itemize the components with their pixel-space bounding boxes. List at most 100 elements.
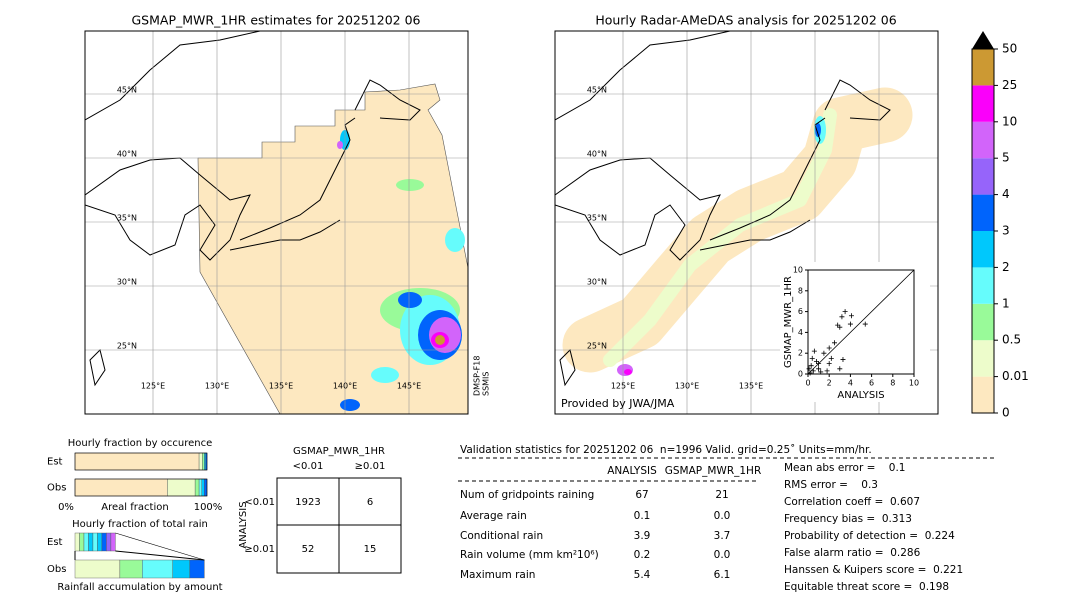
fraction-segment	[202, 452, 205, 471]
fraction-segment	[106, 532, 112, 552]
colorbar-label: 0.01	[1002, 369, 1029, 383]
row-label: Obs	[47, 483, 66, 494]
fraction-segment	[119, 559, 143, 579]
colorbar-segment	[972, 231, 994, 268]
lat-label: 45°N	[117, 86, 137, 95]
colorbar-segment	[972, 121, 994, 159]
axis-label: 0%	[58, 502, 74, 513]
point	[842, 309, 848, 315]
row-label: Est	[47, 537, 63, 548]
stat-name: Num of gridpoints raining	[460, 489, 594, 501]
score: Frequency bias = 0.313	[784, 513, 912, 525]
colorbar-extend	[972, 31, 994, 49]
point	[810, 368, 816, 374]
colorbar-label: 3	[1002, 224, 1010, 238]
stat-value: 0.0	[714, 549, 731, 561]
lat-label: 45°N	[587, 86, 607, 95]
table-title: GSMAP_MWR_1HR	[293, 446, 385, 457]
point	[813, 359, 819, 365]
fraction-segment	[79, 532, 85, 552]
colorbar-segment	[972, 340, 994, 377]
y-tick-label: 2	[798, 349, 803, 358]
colorbar-segment	[972, 85, 994, 122]
colorbar-label: 25	[1002, 78, 1017, 92]
fraction-segment	[83, 532, 89, 552]
stat-name: Maximum rain	[460, 569, 535, 581]
fraction-segment	[74, 452, 200, 471]
y-tick-label: 6	[798, 307, 803, 316]
map-title: Hourly Radar-AMeDAS analysis for 2025120…	[595, 13, 896, 28]
lat-label: 40°N	[587, 150, 607, 159]
stat-value: 0.2	[634, 549, 651, 561]
chart-title: Hourly fraction of total rain	[72, 519, 208, 530]
x-tick-label: 0	[805, 379, 810, 388]
stat-value: 6.1	[714, 569, 731, 581]
point	[862, 321, 868, 327]
lon-label: 130°E	[205, 382, 229, 391]
colorbar-segment	[972, 194, 994, 231]
lat-label: 25°N	[117, 342, 137, 351]
row-header: <0.01	[244, 497, 275, 508]
fraction-segment	[88, 532, 94, 552]
fraction-segment	[74, 532, 80, 552]
colorbar-label: 0	[1002, 406, 1010, 420]
bar-frame	[74, 452, 208, 471]
stats-header: Validation statistics for 20251202 06 n=…	[460, 444, 872, 456]
colorbar-segment	[972, 376, 994, 413]
point	[821, 350, 827, 356]
row-label: Obs	[47, 564, 66, 575]
score: RMS error = 0.3	[784, 479, 878, 491]
lat-label: 25°N	[587, 342, 607, 351]
fraction-segment	[198, 452, 203, 471]
bar-frame	[74, 478, 208, 497]
table-cell: 52	[302, 544, 315, 555]
point	[816, 366, 822, 372]
fraction-segment	[97, 532, 103, 552]
stat-value: 67	[635, 489, 648, 501]
fraction-segment	[74, 559, 121, 579]
colorbar-label: 50	[1002, 42, 1017, 56]
point	[835, 322, 841, 328]
point	[847, 321, 853, 327]
axis-label: Areal fraction	[101, 502, 168, 513]
fraction-segment	[194, 478, 200, 497]
map-title: GSMAP_MWR_1HR estimates for 20251202 06	[132, 13, 421, 28]
axis-label: 100%	[194, 502, 223, 513]
axis-label: Rainfall accumulation by amount	[57, 582, 222, 593]
credit: Provided by JWA/JMA	[561, 397, 675, 410]
lon-label: 125°E	[141, 382, 165, 391]
score: Probability of detection = 0.224	[784, 530, 955, 542]
fraction-segment	[204, 478, 208, 497]
point	[828, 355, 834, 361]
sensor-label: SSMIS	[482, 372, 491, 397]
left-map	[85, 31, 468, 414]
point	[816, 361, 822, 367]
x-tick-label: 6	[869, 379, 874, 388]
lon-label: 125°E	[611, 382, 635, 391]
colorbar-label: 10	[1002, 114, 1017, 128]
column-header: GSMAP_MWR_1HR	[665, 465, 761, 477]
x-tick-label: 4	[848, 379, 853, 388]
fraction-segment	[189, 559, 205, 579]
point	[806, 366, 812, 372]
colorbar-label: 1	[1002, 296, 1010, 310]
stat-value: 21	[715, 489, 728, 501]
connector	[115, 550, 205, 561]
score: Mean abs error = 0.1	[784, 462, 905, 474]
column-header: ANALYSIS	[607, 465, 657, 477]
map-frame	[84, 30, 469, 415]
score: False alarm ratio = 0.286	[784, 547, 921, 559]
chart-title: Hourly fraction by occurence	[68, 438, 212, 449]
row-label: Est	[47, 457, 63, 468]
stat-value: 0.1	[634, 510, 651, 522]
y-tick-label: 8	[798, 286, 803, 295]
stat-value: 5.4	[634, 569, 651, 581]
point	[808, 363, 814, 369]
lat-label: 35°N	[587, 214, 607, 223]
fraction-segment	[142, 559, 173, 579]
lon-label: 130°E	[675, 382, 699, 391]
point	[826, 345, 832, 351]
fraction-segment	[201, 478, 205, 497]
colorbar-label: 5	[1002, 151, 1010, 165]
